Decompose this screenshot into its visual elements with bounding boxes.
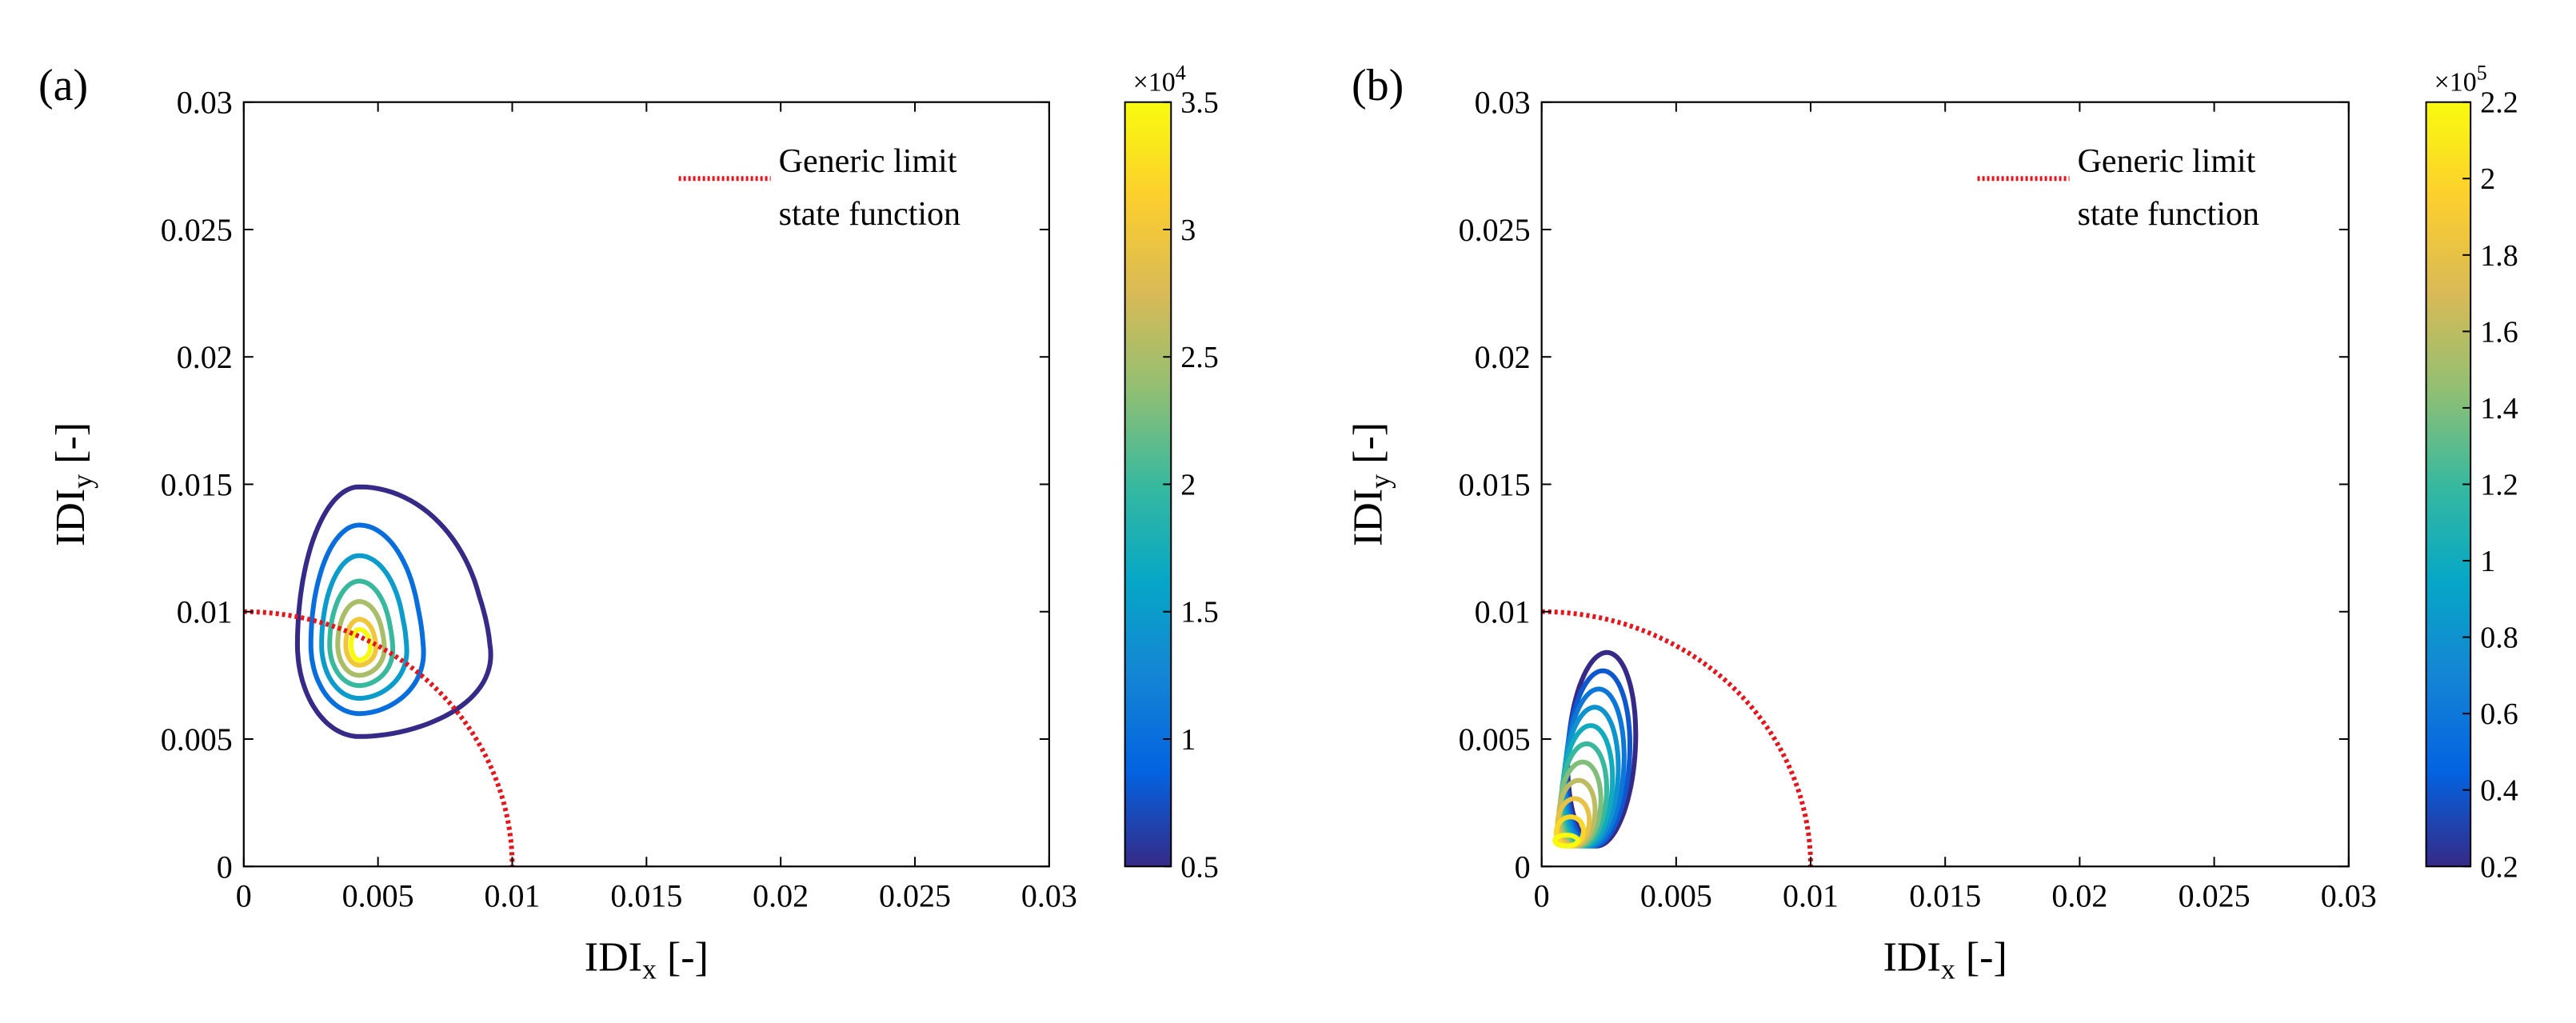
y-tick-label: 0.005: [161, 721, 233, 757]
x-tick-label: 0.015: [1909, 877, 1981, 913]
colorbar-tick-label: 2.2: [2480, 86, 2518, 120]
panel-a-colorbar-ticks: 0.5 1 1.5 2 2.5 3 3.5: [1163, 86, 1219, 884]
x-tick-label: 0: [1534, 877, 1550, 913]
x-tick-label: 0.025: [2179, 877, 2251, 913]
contour-level: [294, 484, 493, 739]
colorbar-tick-label: 1.8: [2480, 239, 2518, 273]
y-tick-label: 0.03: [177, 85, 233, 121]
contour-level: [349, 626, 373, 663]
panel-b-x-ticks: 0 0.005 0.01 0.015 0.02 0.025 0.03: [1534, 102, 2377, 913]
panel-b-label: (b): [1352, 61, 1404, 110]
panel-b-colorbar: 0.2 0.4 0.6 0.8 1 1.2 1.4 1.6 1.8 2 2.2 ×105: [2425, 62, 2518, 884]
y-tick-label: 0.025: [161, 212, 233, 248]
panel-a-legend: Generic limit state function: [678, 143, 961, 233]
contour-level: [308, 522, 426, 717]
colorbar-tick-label: 2: [2480, 162, 2495, 196]
contour-level: [343, 617, 379, 668]
y-tick-label: 0.02: [1475, 339, 1531, 375]
panel-a-colorbar: 0.5 1 1.5 2 2.5 3 3.5 ×104: [1124, 62, 1219, 884]
y-tick-label: 0.03: [1475, 85, 1531, 121]
y-tick-label: 0.02: [177, 339, 233, 375]
panel-b-y-ticks: 0 0.005 0.01 0.015 0.02 0.025 0.03: [1459, 85, 2349, 885]
colorbar-tick-label: 1.2: [2480, 468, 2518, 502]
panel-a-colorbar-multiplier: ×104: [1133, 62, 1186, 98]
panel-b-legend-line2: state function: [2078, 196, 2259, 233]
x-tick-label: 0: [236, 877, 252, 913]
panel-a-x-ticks: 0 0.005 0.01 0.015 0.02 0.025 0.03: [236, 102, 1077, 913]
y-tick-label: 0.025: [1459, 212, 1531, 248]
y-tick-label: 0.005: [1459, 721, 1531, 757]
panel-b-legend: Generic limit state function: [1977, 143, 2259, 233]
panel-a-contours: [294, 484, 493, 739]
x-tick-label: 0.005: [1640, 877, 1712, 913]
contour-level: [1552, 833, 1580, 849]
panel-b-colorbar-ticks: 0.2 0.4 0.6 0.8 1 1.2 1.4 1.6 1.8 2 2.2: [2462, 86, 2518, 884]
x-tick-label: 0.03: [2321, 877, 2377, 913]
y-tick-label: 0.015: [161, 466, 233, 502]
contour-level: [327, 578, 396, 689]
x-tick-label: 0.01: [1783, 877, 1839, 913]
colorbar-tick-label: 0.5: [1180, 850, 1219, 884]
panel-a: (a) 0 0.005 0.01 0.015 0.02 0.025 0.03 00.0050…: [38, 61, 1219, 985]
colorbar-tick-label: 1: [1180, 723, 1196, 757]
panel-b: (b) 0 0.005 0.01 0.015 0.02 0.025 0.03 00.0050…: [1346, 61, 2518, 985]
panel-a-legend-line2: state function: [779, 196, 961, 233]
colorbar-tick-label: 1.5: [1180, 596, 1219, 629]
contour-level: [319, 553, 409, 701]
colorbar-tick-label: 0.8: [2480, 621, 2518, 655]
panel-b-colorbar-multiplier: ×105: [2434, 62, 2487, 98]
colorbar-tick-label: 1.6: [2480, 315, 2518, 349]
y-tick-label: 0: [217, 849, 233, 885]
x-tick-label: 0.01: [484, 877, 540, 913]
colorbar-tick-label: 0.4: [2480, 774, 2518, 808]
y-tick-label: 0.015: [1459, 466, 1531, 502]
x-tick-label: 0.03: [1021, 877, 1077, 913]
x-tick-label: 0.02: [753, 877, 809, 913]
contour-level: [335, 598, 387, 678]
y-tick-label: 0.01: [177, 594, 233, 630]
panel-a-y-ticks: 0 0.005 0.01 0.015 0.02 0.025 0.03: [161, 85, 1049, 885]
panel-b-contours: [1552, 649, 1639, 849]
colorbar-tick-label: 0.6: [2480, 697, 2518, 731]
panel-b-y-axis-label: IDIy [-]: [1346, 422, 1396, 546]
y-tick-label: 0: [1515, 849, 1531, 885]
y-tick-label: 0.01: [1475, 594, 1531, 630]
x-tick-label: 0.02: [2051, 877, 2107, 913]
panel-b-x-axis-label: IDIx [-]: [1883, 934, 2007, 985]
colorbar-tick-label: 1: [2480, 545, 2495, 578]
panel-b-legend-line1: Generic limit: [2078, 143, 2256, 180]
panel-a-legend-line1: Generic limit: [779, 143, 957, 180]
panel-a-x-axis-label: IDIx [-]: [585, 934, 709, 985]
panel-a-y-axis-label: IDIy [-]: [48, 422, 98, 546]
colorbar-tick-label: 2: [1180, 468, 1196, 502]
colorbar-tick-label: 2.5: [1180, 341, 1219, 374]
colorbar-tick-label: 3: [1180, 214, 1196, 247]
colorbar-tick-label: 3.5: [1180, 86, 1219, 120]
x-tick-label: 0.025: [879, 877, 951, 913]
colorbar-tick-label: 0.2: [2480, 850, 2518, 884]
x-tick-label: 0.005: [342, 877, 414, 913]
x-tick-label: 0.015: [610, 877, 682, 913]
panel-a-label: (a): [38, 61, 88, 110]
colorbar-tick-label: 1.4: [2480, 392, 2518, 426]
